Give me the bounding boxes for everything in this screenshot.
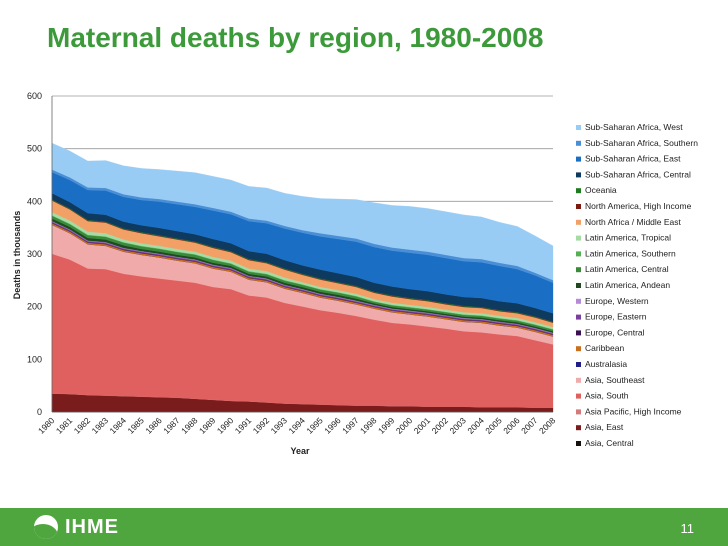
legend-swatch bbox=[576, 172, 581, 178]
x-tick-label: 1989 bbox=[197, 415, 218, 436]
stacked-area-chart: 0100200300400500600198019811982198319841… bbox=[12, 91, 698, 456]
x-tick-label: 1982 bbox=[72, 415, 93, 436]
x-tick-label: 1987 bbox=[161, 415, 182, 436]
y-tick-label: 500 bbox=[27, 144, 42, 154]
legend-label: Latin America, Andean bbox=[585, 280, 670, 290]
y-tick-label: 100 bbox=[27, 354, 42, 364]
legend-swatch bbox=[576, 140, 581, 146]
y-axis-label: Deaths in thousands bbox=[12, 211, 22, 300]
x-tick-label: 1995 bbox=[304, 415, 325, 436]
legend-label: Caribbean bbox=[585, 343, 624, 353]
legend-swatch bbox=[576, 441, 581, 446]
legend-swatch bbox=[576, 283, 581, 288]
x-tick-label: 2001 bbox=[412, 415, 433, 436]
legend-swatch bbox=[576, 251, 581, 257]
x-tick-label: 2003 bbox=[447, 415, 468, 436]
legend-label: Latin America, Tropical bbox=[585, 233, 671, 243]
x-tick-label: 1986 bbox=[143, 415, 164, 436]
legend-label: Asia, Southeast bbox=[585, 375, 645, 385]
legend-swatch bbox=[576, 409, 581, 415]
area-sub-saharan-africa-west bbox=[51, 142, 554, 281]
legend-label: Asia, Central bbox=[585, 438, 634, 448]
x-tick-label: 1988 bbox=[179, 415, 200, 436]
footer-bar: IHME 11 bbox=[0, 508, 728, 546]
x-tick-label: 2000 bbox=[394, 415, 415, 436]
legend-label: North America, High Income bbox=[585, 201, 692, 211]
x-tick-label: 1999 bbox=[376, 415, 397, 436]
y-tick-label: 400 bbox=[27, 196, 42, 206]
legend-label: Sub-Saharan Africa, Southern bbox=[585, 138, 698, 148]
legend-swatch bbox=[576, 125, 581, 130]
legend-label: Latin America, Central bbox=[585, 264, 669, 274]
areas bbox=[51, 142, 554, 413]
x-tick-label: 1990 bbox=[215, 415, 236, 436]
x-tick-label: 2004 bbox=[465, 415, 486, 436]
x-tick-label: 1983 bbox=[90, 415, 111, 436]
x-tick-label: 2006 bbox=[501, 415, 522, 436]
x-axis-label: Year bbox=[290, 446, 310, 456]
legend-swatch bbox=[576, 425, 581, 431]
legend-label: Sub-Saharan Africa, East bbox=[585, 154, 681, 164]
x-tick-label: 1997 bbox=[340, 415, 361, 436]
y-tick-label: 300 bbox=[27, 249, 42, 259]
slide-title: Maternal deaths by region, 1980-2008 bbox=[47, 22, 544, 53]
legend-label: Asia, South bbox=[585, 391, 629, 401]
legend-swatch bbox=[576, 219, 581, 225]
legend-label: Sub-Saharan Africa, Central bbox=[585, 169, 691, 179]
logo-text: IHME bbox=[65, 515, 119, 538]
x-tick-label: 2005 bbox=[483, 415, 504, 436]
x-tick-label: 1994 bbox=[286, 415, 307, 436]
x-tick-label: 1984 bbox=[108, 415, 129, 436]
legend-swatch bbox=[576, 377, 581, 383]
legend-label: Asia, East bbox=[585, 422, 624, 432]
legend-swatch bbox=[576, 188, 581, 194]
legend-label: Sub-Saharan Africa, West bbox=[585, 122, 683, 132]
legend-swatch bbox=[576, 330, 581, 336]
legend-swatch bbox=[576, 346, 581, 352]
x-tick-label: 1981 bbox=[54, 415, 75, 436]
x-tick-label: 2002 bbox=[430, 415, 451, 436]
legend-swatch bbox=[576, 156, 581, 162]
legend-swatch bbox=[576, 235, 581, 241]
legend-label: Europe, Eastern bbox=[585, 312, 647, 322]
legend-label: Asia Pacific, High Income bbox=[585, 406, 682, 416]
legend-label: Europe, Western bbox=[585, 296, 649, 306]
legend-label: North Africa / Middle East bbox=[585, 217, 682, 227]
legend-swatch bbox=[576, 204, 581, 209]
x-tick-label: 1991 bbox=[233, 415, 254, 436]
legend: Sub-Saharan Africa, West Sub-Saharan Afri… bbox=[576, 122, 698, 448]
x-tick-label: 1992 bbox=[251, 415, 272, 436]
legend-swatch bbox=[576, 362, 581, 367]
x-tick-label: 1985 bbox=[125, 415, 146, 436]
x-tick-label: 2007 bbox=[519, 415, 540, 436]
legend-swatch bbox=[576, 267, 581, 273]
ihme-logo: IHME bbox=[34, 515, 119, 539]
x-tick-label: 2008 bbox=[537, 415, 558, 436]
x-tick-label: 1998 bbox=[358, 415, 379, 436]
legend-swatch bbox=[576, 314, 581, 320]
page-number: 11 bbox=[680, 521, 695, 536]
legend-label: Australasia bbox=[585, 359, 627, 369]
x-tick-label: 1996 bbox=[322, 415, 343, 436]
legend-swatch bbox=[576, 393, 581, 399]
y-tick-label: 0 bbox=[37, 407, 42, 417]
legend-label: Latin America, Southern bbox=[585, 248, 676, 258]
y-tick-label: 600 bbox=[27, 91, 42, 101]
x-tick-label: 1980 bbox=[36, 415, 57, 436]
legend-label: Europe, Central bbox=[585, 327, 645, 337]
y-tick-label: 200 bbox=[27, 302, 42, 312]
legend-swatch bbox=[576, 298, 581, 304]
legend-label: Oceania bbox=[585, 185, 617, 195]
x-tick-label: 1993 bbox=[269, 415, 290, 436]
logo-icon bbox=[34, 515, 58, 539]
